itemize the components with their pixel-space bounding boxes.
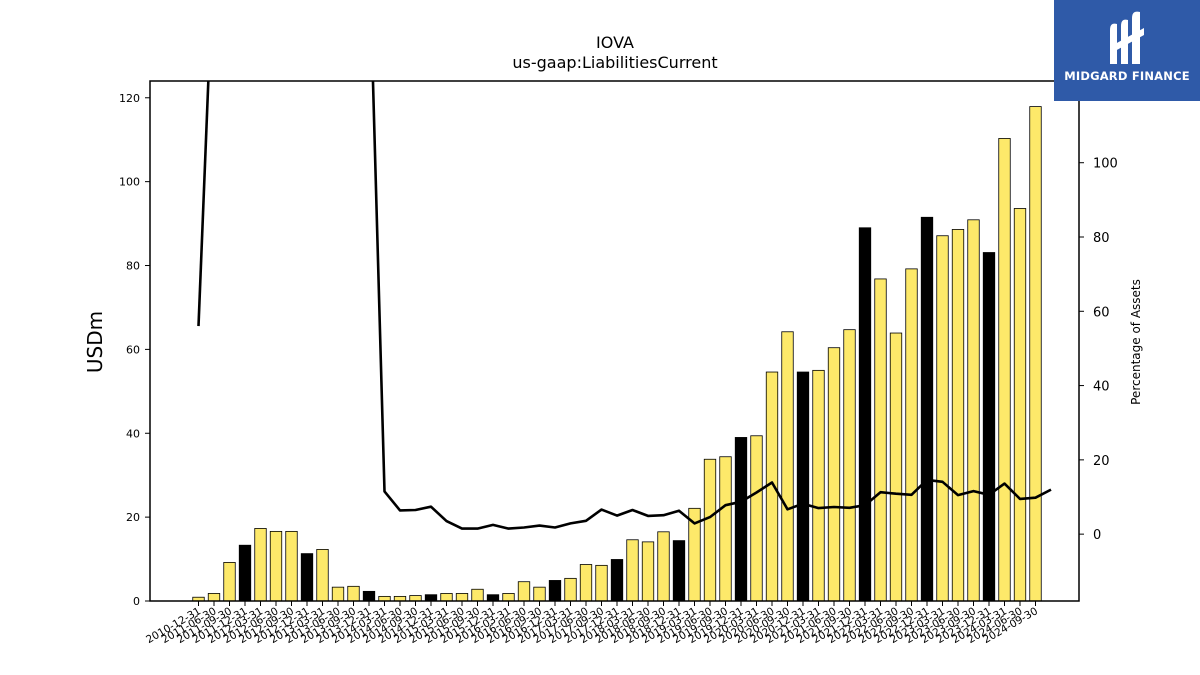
bar-2014-09-30	[409, 595, 422, 602]
y2-axis-label: Percentage of Assets	[1129, 279, 1143, 405]
y-axis-label: USDm	[83, 311, 107, 373]
chart-subtitle: us-gaap:LiabilitiesCurrent	[512, 53, 717, 72]
y-tick-label: 20	[126, 511, 140, 524]
y-tick-label: 60	[126, 343, 140, 356]
plot-frame	[149, 80, 1080, 602]
bar-2021-06-30	[827, 347, 841, 602]
bar-2015-12-31	[486, 594, 500, 602]
bar-2012-06-30	[269, 530, 283, 602]
bar-2013-03-31	[316, 549, 329, 602]
bar-2023-09-30	[967, 219, 980, 602]
chart-title: IOVA	[596, 33, 634, 52]
y2-tick-label: 80	[1093, 231, 1110, 246]
bar-2021-12-31	[858, 227, 872, 602]
midgard-m-logo-icon	[1110, 11, 1144, 65]
bar-2020-03-31	[750, 435, 763, 602]
bar-2019-12-31	[734, 437, 748, 602]
pct-of-assets-series	[197, 81, 1052, 530]
bar-2020-09-30	[781, 331, 794, 602]
bar-2022-12-31	[920, 216, 934, 602]
y2-tick-label: 40	[1093, 380, 1110, 395]
bar-2018-09-30	[657, 531, 670, 602]
bar-2020-12-31	[796, 371, 810, 602]
bar-2015-06-30	[455, 593, 469, 602]
y2-tick-label: 20	[1093, 454, 1110, 469]
bar-2023-06-30	[951, 229, 965, 602]
y-axis-right: 0 20 40 60 80 100	[1079, 157, 1118, 543]
y-axis-left: 0 20 40 60 80 100 120	[119, 92, 150, 608]
bar-2024-06-30	[1013, 208, 1027, 602]
bar-2024-09-30	[1029, 106, 1042, 602]
bar-2018-12-31	[672, 540, 686, 602]
bar-2019-09-30	[719, 456, 732, 602]
bar-2012-09-30	[285, 530, 298, 602]
bar-2017-03-31	[564, 577, 577, 602]
bar-2011-06-30	[207, 593, 221, 602]
brand-logo: MIDGARD FINANCE	[1054, 0, 1200, 101]
bar-2016-09-30	[533, 586, 546, 602]
y-tick-label: 120	[119, 92, 140, 105]
bar-2015-09-30	[471, 588, 484, 602]
bar-2016-12-31	[548, 580, 562, 602]
bar-2012-12-31	[300, 553, 314, 602]
bar-2011-12-31	[238, 544, 252, 602]
bar-2018-06-30	[641, 541, 655, 602]
y2-tick-label: 100	[1093, 157, 1118, 172]
bar-2014-12-31	[424, 594, 438, 602]
y-tick-label: 100	[119, 176, 140, 189]
y-tick-label: 0	[133, 595, 140, 608]
y2-tick-label: 60	[1093, 305, 1110, 320]
bar-2016-03-31	[502, 593, 515, 602]
bar-2013-06-30	[331, 586, 345, 602]
y2-tick-label: 0	[1093, 528, 1101, 543]
bar-2013-09-30	[347, 585, 360, 602]
y-tick-label: 40	[126, 427, 140, 440]
bar-2022-06-30	[889, 332, 903, 602]
bar-2022-09-30	[905, 268, 918, 602]
bar-2022-03-31	[874, 278, 887, 602]
bar-2017-06-30	[579, 564, 593, 602]
pct-line-segment-1	[371, 81, 1052, 530]
pct-line-segment-0	[197, 81, 210, 327]
bar-2015-03-31	[440, 593, 453, 602]
brand-name: MIDGARD FINANCE	[1064, 69, 1190, 83]
bar-series	[192, 106, 1042, 602]
bar-2017-09-30	[595, 564, 608, 602]
bar-2024-03-31	[998, 138, 1011, 602]
bar-2017-12-31	[610, 559, 624, 602]
bar-2016-06-30	[517, 581, 531, 602]
bar-2013-12-31	[362, 590, 376, 602]
x-axis: 2010-12-312011-06-302011-09-302011-12-31…	[144, 601, 1040, 646]
y-tick-label: 80	[126, 260, 140, 273]
bar-2019-06-30	[703, 458, 717, 602]
bar-2011-09-30	[223, 562, 236, 602]
bar-2023-03-31	[936, 235, 949, 602]
bar-2021-09-30	[843, 329, 856, 602]
bar-2018-03-31	[626, 539, 639, 602]
bar-2023-12-31	[982, 252, 996, 602]
bar-2012-03-31	[254, 528, 267, 602]
bar-2021-03-31	[812, 369, 825, 602]
